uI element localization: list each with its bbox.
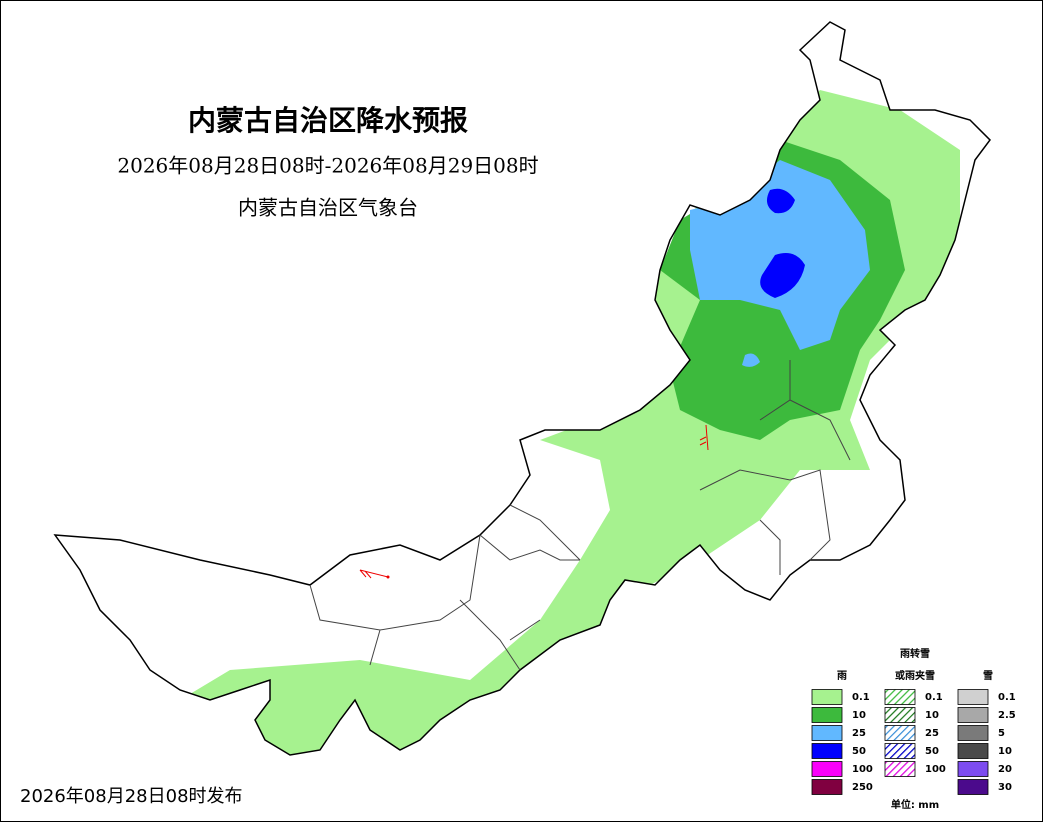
legend-swatch bbox=[811, 689, 843, 705]
legend-label: 100 bbox=[925, 764, 946, 775]
legend-swatch bbox=[811, 779, 843, 795]
legend-label: 2.5 bbox=[998, 710, 1016, 721]
legend-swatch bbox=[957, 707, 989, 723]
issuer: 内蒙古自治区气象台 bbox=[238, 196, 418, 220]
legend-label: 50 bbox=[852, 746, 866, 757]
legend-label: 10 bbox=[998, 746, 1012, 757]
map-title: 内蒙古自治区降水预报 bbox=[188, 104, 468, 137]
legend-group-title: 雪 bbox=[983, 670, 993, 682]
legend-label: 25 bbox=[852, 728, 866, 739]
legend-label: 10 bbox=[852, 710, 866, 721]
legend-swatch bbox=[811, 725, 843, 741]
legend-label: 10 bbox=[925, 710, 939, 721]
legend-swatch bbox=[957, 761, 989, 777]
legend-label: 100 bbox=[852, 764, 873, 775]
legend-swatch bbox=[957, 779, 989, 795]
legend-label: 0.1 bbox=[852, 692, 870, 703]
legend-label: 0.1 bbox=[925, 692, 943, 703]
legend-swatch bbox=[957, 725, 989, 741]
district-borders bbox=[309, 360, 851, 671]
legend-swatch bbox=[884, 725, 916, 741]
legend-label: 5 bbox=[998, 728, 1005, 739]
legend-swatch bbox=[811, 707, 843, 723]
forecast-period: 2026年08月28日08时-2026年08月29日08时 bbox=[117, 154, 538, 178]
legend-group-title: 雨 bbox=[837, 670, 847, 682]
legend-swatch bbox=[884, 761, 916, 777]
unit-label: 单位: mm bbox=[891, 798, 939, 811]
legend-group-title: 雨转雪 bbox=[900, 647, 930, 660]
station-dot bbox=[386, 575, 390, 579]
rain-25 bbox=[742, 353, 760, 367]
legend-swatch bbox=[957, 689, 989, 705]
legend-swatch bbox=[884, 689, 916, 705]
legend-label: 25 bbox=[925, 728, 939, 739]
legend-group-title: 或雨夹雪 bbox=[895, 669, 935, 682]
legend-swatch bbox=[811, 743, 843, 759]
legend-swatch bbox=[884, 743, 916, 759]
rain-50 bbox=[760, 188, 805, 298]
wind-barbs bbox=[359, 424, 709, 579]
legend-label: 20 bbox=[998, 764, 1012, 775]
legend-label: 0.1 bbox=[998, 692, 1016, 703]
legend-label: 30 bbox=[998, 782, 1012, 793]
publish-time: 2026年08月28日08时发布 bbox=[20, 786, 243, 807]
legend-swatch bbox=[884, 707, 916, 723]
legend-swatch bbox=[811, 761, 843, 777]
legend-label: 50 bbox=[925, 746, 939, 757]
legend-swatch bbox=[957, 743, 989, 759]
legend-label: 250 bbox=[852, 782, 873, 793]
